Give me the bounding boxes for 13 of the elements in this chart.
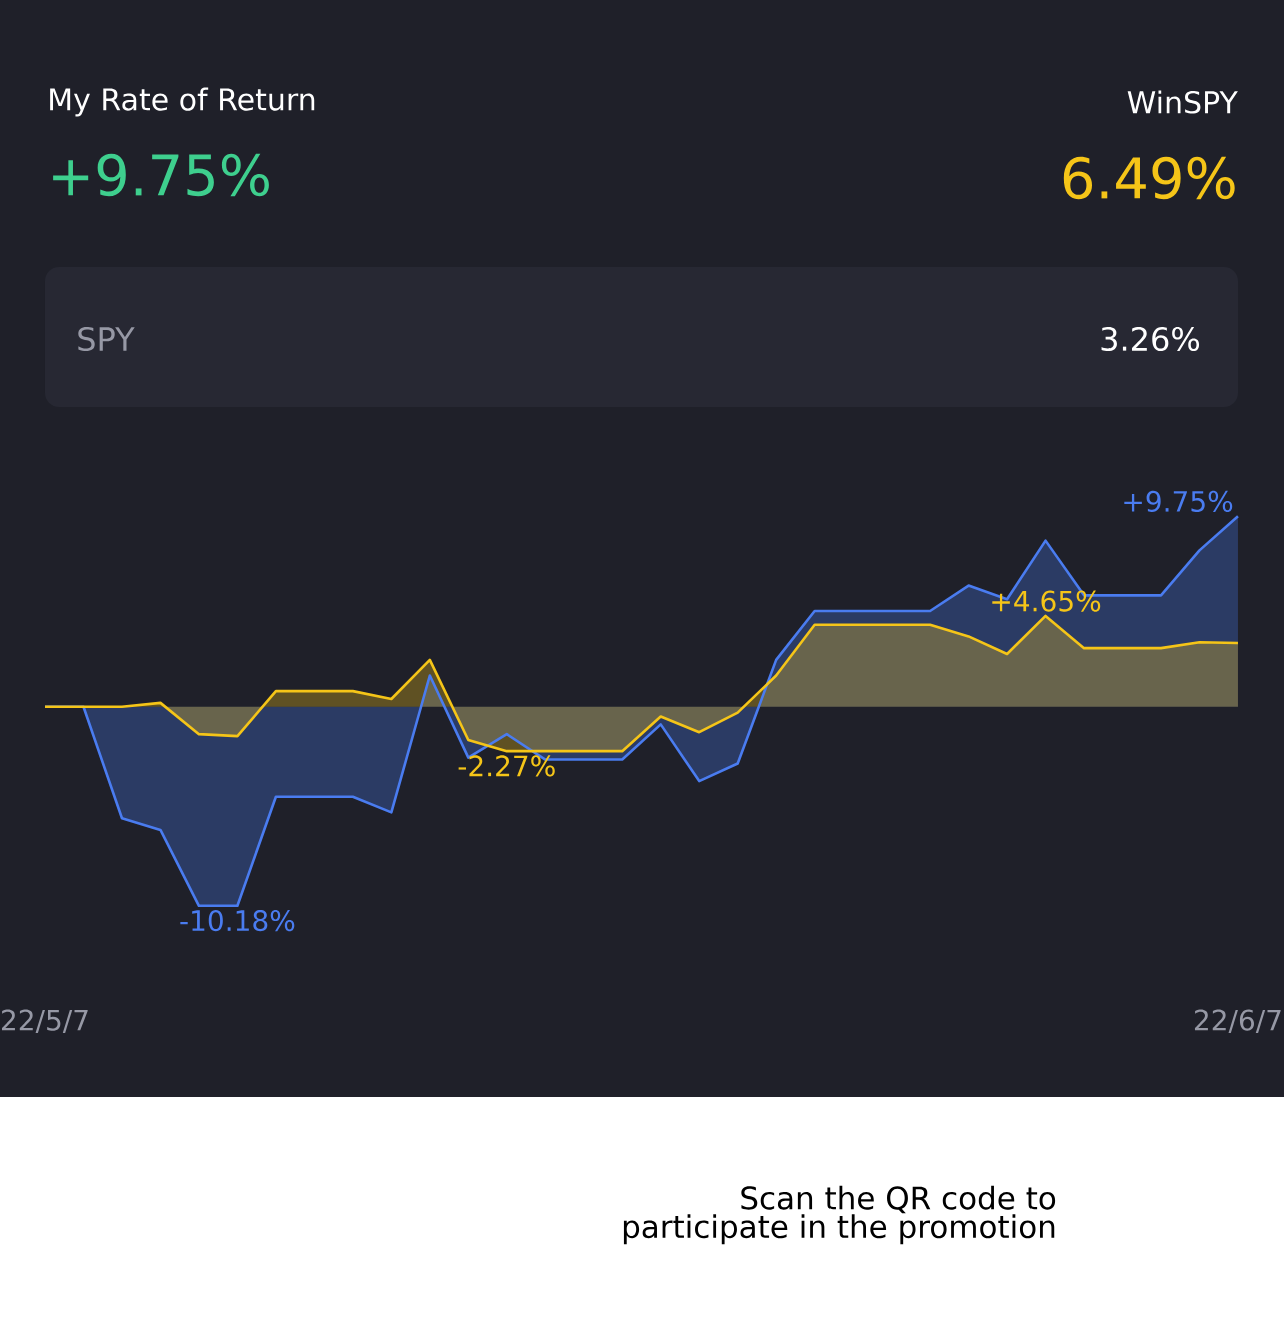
text: SPY	[78, 326, 135, 352]
data-label: +9.75%	[1124, 490, 1233, 512]
text: WinSPY	[1127, 90, 1238, 114]
x-tick-label: 22/5/7	[1, 1009, 88, 1033]
chart-title: My Rate of Return	[50, 87, 315, 117]
data-label: -2.27%	[458, 755, 555, 777]
text: 6.49%	[1063, 156, 1235, 200]
text: 3.26%	[1101, 326, 1200, 352]
data-label: +4.65%	[992, 590, 1101, 612]
x-tick-label: 22/6/7	[1194, 1009, 1281, 1033]
data-label: -10.18%	[180, 910, 295, 932]
text: Scan the QR code to participate in the promotion	[623, 1185, 1056, 1245]
text: +9.75%	[53, 153, 269, 197]
